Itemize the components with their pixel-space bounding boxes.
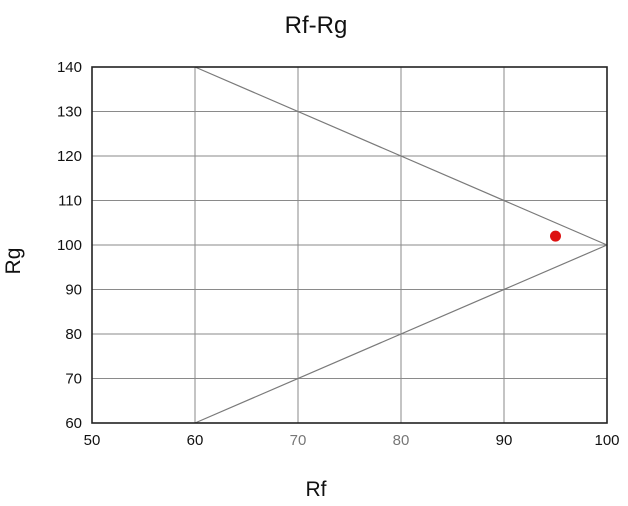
y-tick-label: 130 xyxy=(57,104,82,121)
y-tick-label: 110 xyxy=(58,193,82,210)
reference-lines xyxy=(194,66,608,424)
y-tick-label: 80 xyxy=(65,326,82,343)
data-point xyxy=(550,230,561,242)
y-tick-label: 70 xyxy=(65,371,82,388)
plot-area-frame xyxy=(91,66,608,424)
reference-line xyxy=(194,66,608,246)
reference-line xyxy=(194,244,608,424)
x-tick-label: 70 xyxy=(290,432,307,449)
x-axis-ticks: 50 60 70 80 90 100 xyxy=(84,432,620,449)
y-tick-label: 140 xyxy=(57,59,82,76)
y-axis-label: Rg xyxy=(2,248,25,275)
x-tick-label: 50 xyxy=(84,432,101,449)
y-tick-label: 90 xyxy=(65,282,82,299)
x-tick-label: 100 xyxy=(594,432,619,449)
y-tick-label: 60 xyxy=(65,415,82,432)
y-tick-label: 120 xyxy=(57,148,82,165)
data-points xyxy=(550,230,561,242)
x-tick-label: 80 xyxy=(393,432,410,449)
x-tick-label: 90 xyxy=(496,432,513,449)
y-tick-label: 100 xyxy=(57,237,82,254)
grid xyxy=(92,67,607,423)
y-axis-ticks: 60 70 80 90 100 110 120 130 140 xyxy=(57,59,82,432)
x-tick-label: 60 xyxy=(187,432,204,449)
chart-title: Rf-Rg xyxy=(285,12,348,39)
x-axis-label: Rf xyxy=(306,478,327,501)
